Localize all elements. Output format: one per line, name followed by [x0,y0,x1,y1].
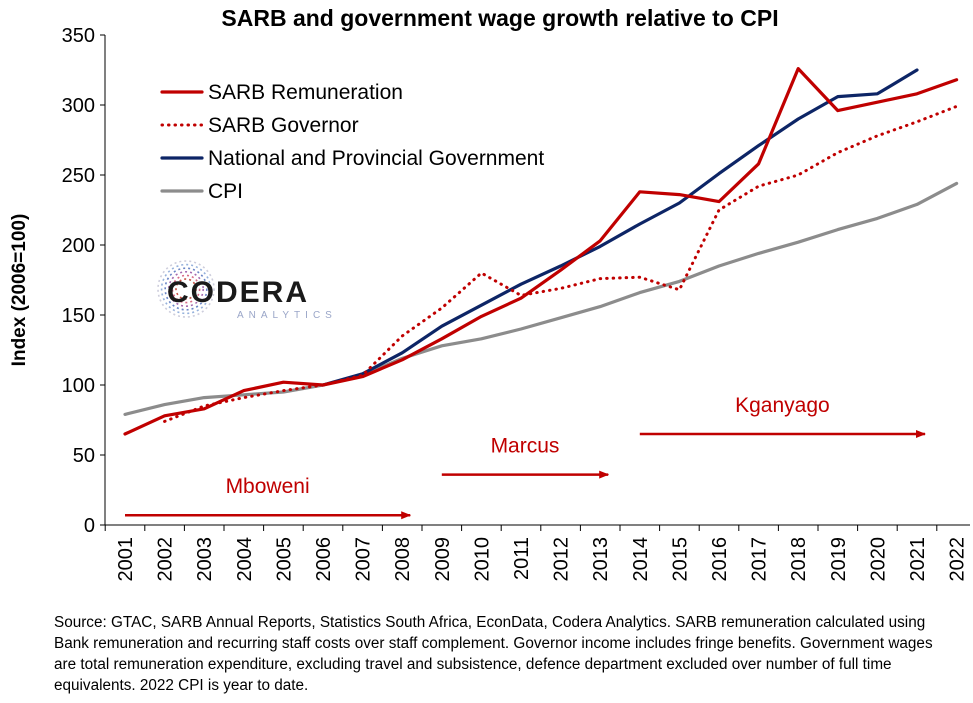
series-line [123,66,959,436]
x-tick-label: 2013 [590,537,612,582]
chart-svg: SARB and government wage growth relative… [9,5,970,582]
x-tick-label: 2015 [669,537,691,582]
x-tick-label: 2021 [907,537,929,582]
series-lines [123,66,959,436]
x-tick-label: 2017 [749,537,771,582]
y-tick-label: 200 [62,235,95,257]
logo-ring [160,263,212,315]
chart-title: SARB and government wage growth relative… [221,5,778,31]
x-tick-label: 2010 [471,537,493,582]
x-tick-label: 2008 [392,537,414,582]
x-tick-label: 2020 [867,537,889,582]
axes: 0 50 100 150 200 250 300 350 2001 2002 2003 2004 200… [62,25,970,582]
era-label: Mboweni [226,475,310,498]
logo-sub: ANALYTICS [237,310,337,321]
source-note: Source: GTAC, SARB Annual Reports, Stati… [54,614,933,694]
x-tick-label: 2014 [630,537,652,582]
x-tick-label: 2006 [313,537,335,582]
logo-ring [157,260,215,318]
y-tick-label: 250 [62,165,95,187]
y-tick-label: 300 [62,95,95,117]
logo-name: CODERA [167,276,309,309]
y-axis-title: Index (2006=100) [9,214,30,367]
x-tick-label: 2019 [828,537,850,582]
era-label: Kganyago [735,394,830,417]
x-tick-label: 2016 [709,537,731,582]
x-tick-label: 2011 [511,537,533,580]
x-tick-label: 2022 [947,537,969,582]
y-tick-label: 100 [62,375,95,397]
era-label: Marcus [491,435,560,458]
x-tick-label: 2001 [115,537,137,582]
x-tick-label: 2004 [234,537,256,582]
y-tick-label: 350 [62,25,95,47]
series-line [321,68,919,387]
x-tick-label: 2005 [273,537,295,582]
y-tick-label: 150 [62,305,95,327]
x-tick-label: 2012 [551,537,573,582]
legend-label: National and Provincial Government [208,147,544,170]
codera-logo-mark [157,260,215,318]
x-tick-label: 2002 [155,537,177,582]
legend-label: SARB Governor [208,114,359,137]
codera-logo: CODERA ANALYTICS [157,260,337,321]
logo-ring [168,270,205,307]
logo-ring [175,278,197,300]
era-annotations: Mboweni Marcus Kganyago [125,394,926,520]
x-tick-label: 2018 [788,537,810,582]
logo-ring [171,274,201,304]
y-tick-label: 50 [73,445,95,467]
legend-label: SARB Remuneration [208,81,403,104]
legend-label: CPI [208,180,243,203]
logo-ring [164,267,208,311]
legend: SARB Remuneration SARB Governor National a… [160,81,544,203]
x-tick-label: 2009 [432,537,454,582]
series-line [163,104,959,423]
x-tick-label: 2007 [353,537,375,582]
x-tick-label: 2003 [194,537,216,582]
y-tick-label: 0 [84,515,95,537]
